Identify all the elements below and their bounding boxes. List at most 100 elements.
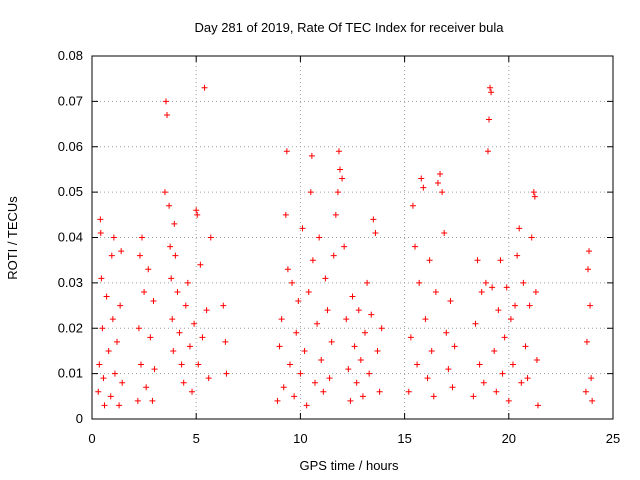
- data-point-marker: [370, 216, 377, 223]
- data-point-marker: [522, 343, 529, 350]
- data-point-marker: [530, 189, 537, 196]
- data-point-marker: [167, 243, 174, 250]
- data-point-marker: [376, 388, 383, 395]
- data-point-marker: [409, 202, 416, 209]
- data-point-marker: [507, 316, 514, 323]
- data-point-marker: [428, 347, 435, 354]
- data-point-marker: [286, 361, 293, 368]
- data-point-marker: [439, 189, 446, 196]
- data-point-marker: [178, 361, 185, 368]
- data-point-marker: [201, 84, 208, 91]
- y-tick-label: 0.01: [58, 366, 83, 381]
- data-point-marker: [526, 302, 533, 309]
- data-point-marker: [424, 375, 431, 382]
- data-point-marker: [366, 370, 373, 377]
- data-point-marker: [418, 175, 425, 182]
- data-point-marker: [533, 357, 540, 364]
- data-point-marker: [484, 148, 491, 155]
- y-tick-label: 0: [76, 411, 83, 426]
- data-point-marker: [137, 361, 144, 368]
- data-point-marker: [480, 379, 487, 386]
- data-point-marker: [284, 266, 291, 273]
- data-point-marker: [514, 252, 521, 259]
- data-point-marker: [416, 279, 423, 286]
- data-point-marker: [194, 211, 201, 218]
- data-point-marker: [532, 288, 539, 295]
- data-point-marker: [99, 325, 106, 332]
- data-point-marker: [169, 316, 176, 323]
- data-point-marker: [332, 211, 339, 218]
- data-point-marker: [499, 370, 506, 377]
- data-point-marker: [493, 388, 500, 395]
- y-tick-label: 0.05: [58, 184, 83, 199]
- y-tick-label: 0.07: [58, 93, 83, 108]
- data-point-marker: [195, 361, 202, 368]
- data-point-marker: [426, 257, 433, 264]
- data-point-marker: [378, 325, 385, 332]
- data-point-marker: [199, 334, 206, 341]
- data-point-marker: [336, 166, 343, 173]
- data-point-marker: [100, 375, 107, 382]
- data-point-marker: [166, 202, 173, 209]
- data-point-marker: [441, 229, 448, 236]
- data-point-marker: [505, 397, 512, 404]
- y-tick-label: 0.06: [58, 139, 83, 154]
- data-point-marker: [291, 393, 298, 400]
- data-point-marker: [524, 375, 531, 382]
- data-point-marker: [412, 243, 419, 250]
- data-point-marker: [430, 393, 437, 400]
- data-point-marker: [170, 347, 177, 354]
- data-point-marker: [149, 397, 156, 404]
- data-point-marker: [283, 148, 290, 155]
- data-point-marker: [309, 257, 316, 264]
- data-point-marker: [447, 298, 454, 305]
- data-point-marker: [422, 316, 429, 323]
- data-point-marker: [414, 361, 421, 368]
- data-point-marker: [150, 298, 157, 305]
- data-point-marker: [520, 279, 527, 286]
- data-point-marker: [341, 243, 348, 250]
- data-point-marker: [353, 379, 360, 386]
- data-point-marker: [301, 347, 308, 354]
- data-point-marker: [184, 279, 191, 286]
- x-tick-label: 15: [397, 431, 411, 446]
- data-point-marker: [203, 307, 210, 314]
- data-point-marker: [437, 170, 444, 177]
- data-point-marker: [339, 175, 346, 182]
- data-point-marker: [205, 375, 212, 382]
- data-point-marker: [432, 288, 439, 295]
- data-point-marker: [101, 402, 108, 409]
- data-point-marker: [374, 347, 381, 354]
- data-point-marker: [347, 397, 354, 404]
- x-tick-label: 0: [88, 431, 95, 446]
- data-point-marker: [110, 234, 117, 241]
- data-point-marker: [114, 338, 121, 345]
- x-tick-label: 10: [293, 431, 307, 446]
- data-point-marker: [326, 375, 333, 382]
- x-tick-label: 20: [502, 431, 516, 446]
- data-point-marker: [349, 293, 356, 300]
- data-point-marker: [143, 384, 150, 391]
- data-point-marker: [111, 370, 118, 377]
- data-point-marker: [359, 393, 366, 400]
- data-point-marker: [119, 379, 126, 386]
- data-point-marker: [451, 343, 458, 350]
- data-point-marker: [368, 311, 375, 318]
- data-point-marker: [512, 302, 519, 309]
- data-point-marker: [362, 329, 369, 336]
- data-point-marker: [293, 329, 300, 336]
- data-point-marker: [174, 288, 181, 295]
- data-point-marker: [449, 384, 456, 391]
- data-point-marker: [324, 307, 331, 314]
- data-point-marker: [189, 388, 196, 395]
- data-point-marker: [588, 375, 595, 382]
- data-point-marker: [587, 302, 594, 309]
- data-point-marker: [164, 111, 171, 118]
- data-point-marker: [407, 334, 414, 341]
- data-point-marker: [299, 225, 306, 232]
- data-point-marker: [314, 320, 321, 327]
- data-point-marker: [97, 216, 104, 223]
- data-point-marker: [345, 366, 352, 373]
- data-point-marker: [472, 320, 479, 327]
- data-point-marker: [420, 184, 427, 191]
